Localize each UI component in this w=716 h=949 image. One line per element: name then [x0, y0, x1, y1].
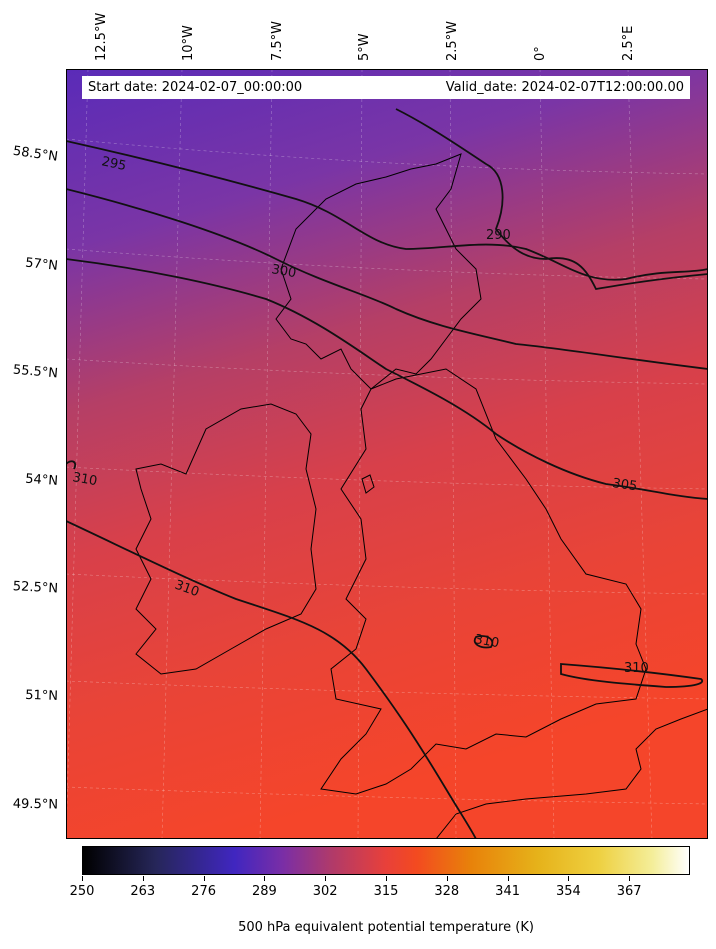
temperature-field	[66, 69, 708, 839]
colorbar-tick-label: 367	[616, 884, 642, 899]
colorbar-tick	[386, 876, 387, 881]
lon-label-2-5w: 2.5°W	[445, 20, 460, 61]
colorbar-tick	[629, 876, 631, 881]
date-header: Start date: 2024-02-07_00:00:00 Valid_da…	[82, 76, 690, 99]
colorbar-tick-label: 302	[312, 884, 338, 899]
contour-label-310a: 310	[71, 470, 98, 489]
lon-label-2-5e: 2.5°E	[621, 25, 636, 61]
lat-label-57n: 57°N	[24, 255, 59, 274]
lon-label-0: 0°	[533, 46, 548, 61]
contour-label-290: 290	[486, 228, 511, 243]
colorbar-tick-label: 250	[69, 884, 95, 899]
france-coast	[435, 708, 708, 839]
colorbar-tick	[446, 876, 448, 881]
colorbar-tick-label: 263	[130, 884, 156, 899]
lat-label-54n: 54°N	[24, 471, 59, 489]
lat-label-51n: 51°N	[24, 687, 59, 704]
colorbar-tick	[82, 876, 83, 881]
contour-310-west	[66, 520, 477, 839]
colorbar-tick	[142, 876, 144, 881]
contours	[66, 108, 708, 839]
lon-label-7-5w: 7.5°W	[270, 20, 285, 61]
contour-310-left	[66, 460, 77, 470]
contour-290	[395, 108, 708, 290]
colorbar-tick-label: 289	[251, 884, 277, 899]
contour-label-310c: 310	[473, 632, 500, 651]
lat-label-49-5n: 49.5°N	[12, 796, 59, 813]
colorbar-tick-label: 315	[373, 884, 399, 899]
england-coast	[320, 368, 647, 795]
lon-label-5w: 5°W	[357, 33, 372, 61]
isle-of-man	[361, 474, 375, 494]
contour-300	[66, 188, 708, 370]
map-panel: 295 290 300 305 310 310 310 310	[66, 69, 708, 839]
colorbar-tick	[507, 876, 509, 881]
colorbar-tick	[264, 876, 266, 881]
contour-label-305: 305	[611, 476, 638, 494]
lon-label-10w: 10°W	[181, 25, 196, 61]
colorbar-tick-label: 341	[495, 884, 520, 899]
start-date: Start date: 2024-02-07_00:00:00	[88, 80, 303, 95]
contour-295	[66, 140, 708, 281]
contour-310-small	[473, 635, 494, 649]
contour-305	[66, 258, 708, 500]
contour-label-300: 300	[270, 262, 297, 281]
graticule	[66, 69, 708, 839]
colorbar-tick	[325, 876, 327, 881]
colorbar-tick	[568, 876, 570, 881]
contour-310-east	[560, 663, 704, 688]
contour-label-310d: 310	[624, 661, 649, 676]
lat-label-55-5n: 55.5°N	[12, 362, 59, 382]
lat-label-58-5n: 58.5°N	[11, 143, 59, 165]
ireland-coast	[135, 403, 317, 675]
contour-label-295: 295	[100, 154, 127, 174]
colorbar-title: 500 hPa equivalent potential temperature…	[238, 920, 534, 935]
colorbar	[82, 846, 690, 875]
colorbar-tick-label: 276	[191, 884, 216, 899]
colorbar-tick-label: 328	[434, 884, 460, 899]
lon-label-12-5w: 12.5°W	[94, 12, 109, 61]
valid-date: Valid_date: 2024-02-07T12:00:00.00	[445, 80, 684, 95]
colorbar-tick-label: 354	[555, 884, 581, 899]
colorbar-tick	[203, 876, 205, 881]
scotland-coast	[275, 153, 482, 390]
lat-label-52-5n: 52.5°N	[12, 579, 59, 597]
coastlines	[135, 153, 708, 839]
